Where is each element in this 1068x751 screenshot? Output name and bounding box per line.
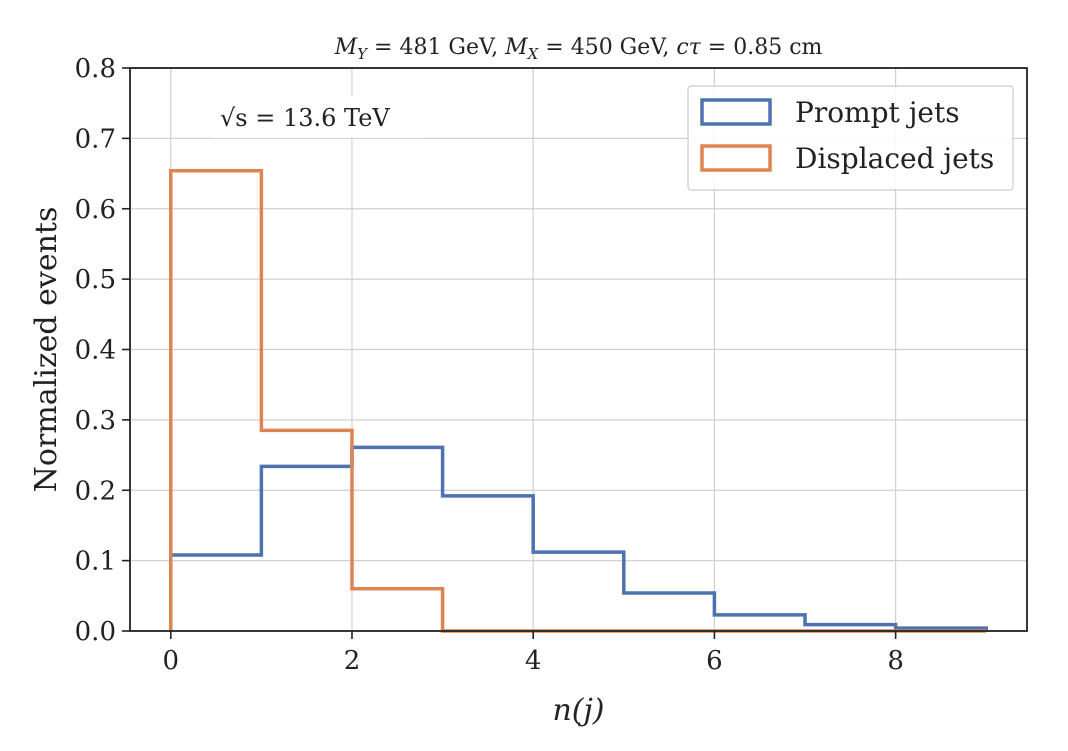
x-tick-label: 4 (525, 646, 542, 676)
legend-label-displaced: Displaced jets (795, 142, 994, 175)
series-displaced-jets-step (169, 168, 987, 633)
y-tick-label: 0.7 (75, 124, 116, 154)
legend-swatch-prompt (700, 98, 772, 126)
y-tick-label: 0.2 (75, 476, 116, 506)
series-layer (169, 168, 988, 633)
y-tick-label: 0.0 (75, 617, 116, 647)
annotation-background (212, 96, 424, 138)
axis-ticks: 0.0 0.1 0.2 0.3 0.4 0.5 0.6 0.7 0.8 0 2 4 6 8 (75, 54, 904, 676)
series-prompt-jets-step (169, 445, 988, 631)
energy-annotation: √s = 13.6 TeV (220, 104, 390, 132)
y-tick-label: 0.4 (75, 336, 116, 366)
x-tick-label: 2 (344, 646, 361, 676)
y-tick-label: 0.3 (75, 406, 116, 436)
y-tick-label: 0.1 (75, 547, 116, 577)
y-axis-label: Normalized events (29, 207, 64, 493)
x-axis-label: n(j) (552, 693, 604, 728)
y-tick-label: 0.5 (75, 265, 116, 295)
grid-lines (130, 67, 1027, 632)
legend-label-prompt: Prompt jets (795, 96, 960, 129)
legend: Prompt jets Displaced jets (687, 85, 1014, 191)
y-tick-label: 0.6 (75, 195, 116, 225)
x-tick-label: 6 (706, 646, 723, 676)
legend-swatch-displaced (700, 144, 772, 172)
x-tick-label: 0 (162, 646, 179, 676)
chart-title: MY = 481 GeV, MX = 450 GeV, cτ = 0.85 cm (334, 35, 823, 63)
y-tick-label: 0.8 (75, 54, 116, 84)
x-tick-label: 8 (887, 646, 904, 676)
